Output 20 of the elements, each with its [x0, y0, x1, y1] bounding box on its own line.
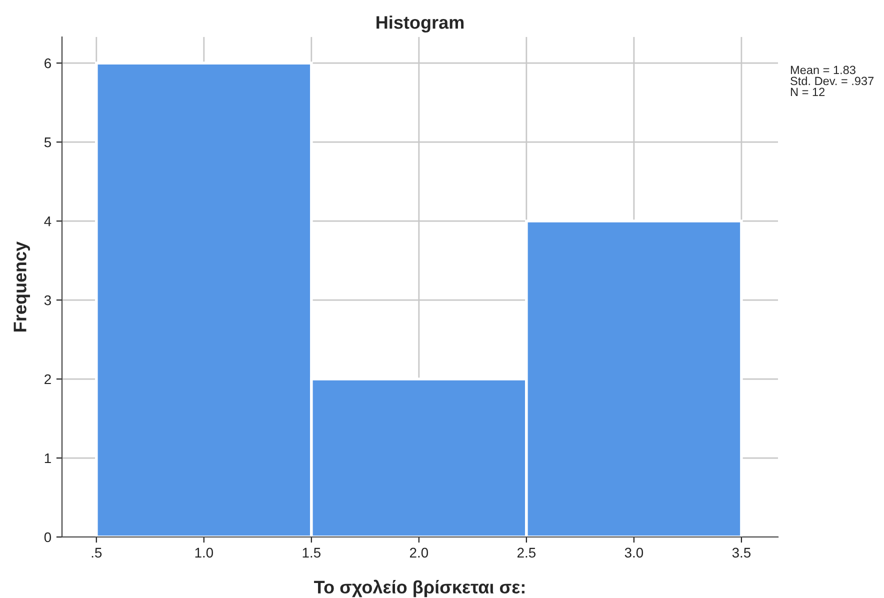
y-tick-label: 4	[44, 216, 52, 226]
y-axis-title: Frequency	[14, 241, 30, 332]
y-tick-label: 3	[44, 295, 51, 306]
y-tick-label: 1	[44, 453, 51, 464]
x-axis-title: Το σχολείο βρίσκεται σε:	[314, 580, 524, 598]
y-tick-label: 0	[44, 532, 52, 542]
x-tick-label: 3.0	[624, 548, 644, 558]
x-tick-label: 3.5	[732, 548, 751, 558]
x-tick-label: 1.0	[195, 548, 214, 558]
y-tick-label: 5	[44, 138, 51, 148]
x-tick-label: 2.0	[410, 548, 428, 558]
x-tick-label: 2.5	[517, 548, 536, 558]
text: Mean = 1.83	[790, 66, 856, 74]
text: N = 12	[790, 88, 825, 96]
y-tick-label: 6	[44, 58, 51, 68]
x-tick-label: 1.5	[302, 548, 320, 558]
y-tick-label: 2	[44, 374, 51, 384]
chart-title: Histogram	[376, 16, 464, 32]
x-tick-label: .5	[92, 548, 102, 558]
text: Std. Dev. = .937	[790, 76, 874, 86]
